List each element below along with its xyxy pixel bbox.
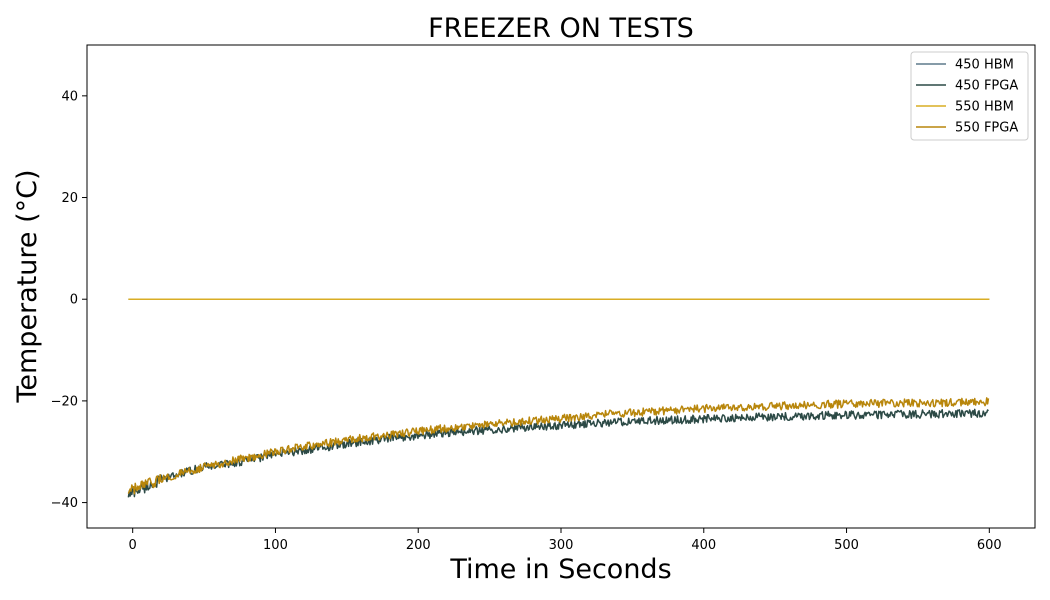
y-tick-label: 40 <box>61 89 78 104</box>
y-tick-label: −20 <box>51 394 78 409</box>
y-tick-label: 20 <box>61 191 78 206</box>
x-tick-label: 0 <box>129 538 137 553</box>
chart-title: FREEZER ON TESTS <box>428 13 694 44</box>
x-tick-label: 600 <box>977 538 1002 553</box>
series-layer <box>127 298 990 498</box>
y-axis: −40 −20 0 20 40 <box>51 89 87 511</box>
x-tick-label: 400 <box>691 538 716 553</box>
legend-box <box>910 51 1029 141</box>
y-axis-label: Temperature (°C) <box>12 169 43 403</box>
legend-label: 450 FPGA <box>955 79 1018 94</box>
series-line-450-fpga <box>127 408 989 498</box>
legend-label: 450 HBM <box>955 58 1014 73</box>
x-tick-label: 200 <box>406 538 431 553</box>
x-tick-label: 300 <box>549 538 574 553</box>
y-tick-label: −40 <box>51 496 78 511</box>
legend-label: 550 FPGA <box>955 121 1018 136</box>
series-line-550-fpga <box>127 397 990 495</box>
x-axis-label: Time in Seconds <box>449 554 671 585</box>
legend-label: 550 HBM <box>955 100 1014 115</box>
y-tick-label: 0 <box>70 293 78 308</box>
x-axis: 0 100 200 300 400 500 600 <box>129 528 1002 553</box>
legend: 450 HBM 450 FPGA 550 HBM 550 FPGA <box>910 51 1029 141</box>
x-tick-label: 500 <box>834 538 859 553</box>
x-tick-label: 100 <box>263 538 288 553</box>
